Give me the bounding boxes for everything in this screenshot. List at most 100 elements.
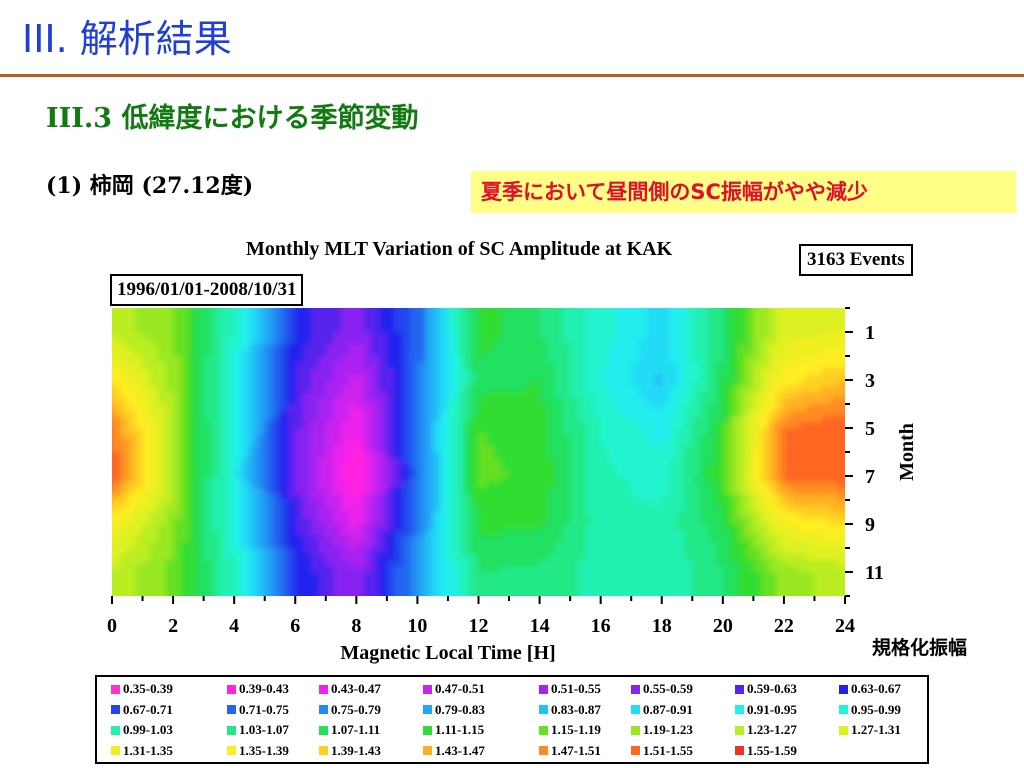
legend-item: 0.43-0.47 (319, 679, 381, 699)
heatmap-cell (654, 410, 663, 417)
heatmap-cell (379, 530, 388, 537)
heatmap-cell (142, 446, 151, 453)
heatmap-cell (173, 476, 182, 483)
heatmap-cell (432, 320, 441, 327)
heatmap-cell (722, 332, 732, 339)
heatmap-cell (738, 350, 747, 357)
heatmap-cell (631, 308, 640, 315)
heatmap-cell (119, 590, 128, 596)
heatmap-cell (264, 584, 273, 591)
heatmap-cell (417, 452, 426, 459)
heatmap-cell (707, 368, 716, 375)
heatmap-cell (577, 560, 586, 567)
heatmap-cell (272, 392, 281, 399)
heatmap-cell (791, 488, 800, 495)
heatmap-cell (509, 536, 518, 543)
heatmap-cell (272, 596, 280, 603)
heatmap-cell (302, 578, 312, 585)
heatmap-cell (257, 326, 266, 333)
heatmap-cell (478, 512, 487, 519)
heatmap-cell (127, 434, 136, 441)
heatmap-cell (363, 536, 373, 543)
heatmap-cell (203, 314, 212, 321)
heatmap-cell (837, 452, 845, 459)
heatmap-cell (677, 572, 686, 579)
heatmap-cell (516, 446, 525, 453)
heatmap-cell (463, 338, 472, 345)
heatmap-cell (593, 344, 602, 351)
heatmap-cell (470, 446, 480, 453)
heatmap-cell (608, 572, 617, 579)
heatmap-cell (608, 518, 617, 525)
heatmap-cell (493, 368, 503, 375)
heatmap-cell (447, 584, 457, 591)
heatmap-cell (684, 428, 693, 435)
heatmap-cell (363, 434, 373, 441)
heatmap-cell (730, 458, 739, 465)
heatmap-cell (112, 578, 113, 585)
heatmap-cell (455, 452, 464, 459)
heatmap-cell (211, 500, 220, 507)
heatmap-cell (173, 326, 182, 333)
heatmap-cell (195, 554, 205, 561)
heatmap-cell (814, 446, 823, 453)
heatmap-cell (211, 404, 220, 411)
heatmap-cell (447, 590, 457, 596)
heatmap-cell (325, 512, 335, 519)
heatmap-cell (684, 308, 693, 315)
heatmap-cell (348, 554, 357, 561)
heatmap-cell (112, 308, 113, 309)
heatmap-cell (478, 308, 487, 309)
heatmap-cell (654, 578, 663, 585)
heatmap-cell (684, 374, 693, 381)
heatmap-cell (165, 374, 174, 381)
heatmap-cell (234, 326, 243, 333)
heatmap-cell (509, 494, 518, 501)
heatmap-cell (341, 482, 350, 489)
heatmap-cell (302, 476, 312, 483)
heatmap-cell (326, 596, 334, 603)
heatmap-cell (371, 524, 380, 531)
heatmap-cell (577, 344, 586, 351)
heatmap-cell (188, 446, 197, 453)
heatmap-cell (203, 434, 212, 441)
heatmap-cell (409, 362, 419, 369)
heatmap-cell (211, 590, 220, 596)
heatmap-cell (127, 488, 136, 495)
heatmap-cell (486, 500, 495, 507)
heatmap-cell (272, 506, 281, 513)
heatmap-cell (654, 374, 663, 381)
heatmap-cell (822, 596, 830, 603)
heatmap-cell (379, 320, 388, 327)
heatmap-cell (455, 326, 464, 333)
heatmap-cell (554, 536, 564, 543)
heatmap-cell (593, 524, 602, 531)
heatmap-cell (219, 596, 227, 603)
heatmap-cell (371, 554, 380, 561)
heatmap-cell (341, 410, 350, 417)
heatmap-cell (325, 506, 335, 513)
heatmap-cell (455, 518, 464, 525)
heatmap-cell (600, 338, 609, 345)
heatmap-cell (761, 338, 770, 345)
heatmap-cell (257, 422, 266, 429)
heatmap-cell (768, 314, 777, 321)
heatmap-cell (150, 308, 159, 309)
heatmap-cell (730, 578, 739, 585)
heatmap-cell (615, 362, 625, 369)
heatmap-cell (837, 380, 845, 387)
heatmap-cell (493, 440, 503, 447)
heatmap-cell (272, 350, 281, 357)
heatmap-cell (524, 518, 533, 525)
heatmap-cell (761, 428, 770, 435)
heatmap-cell (180, 584, 189, 591)
heatmap-cell (203, 524, 212, 531)
heatmap-cell (654, 434, 663, 441)
heatmap-cell (608, 392, 617, 399)
heatmap-cell (127, 386, 136, 393)
heatmap-cell (524, 386, 533, 393)
heatmap-cell (776, 542, 785, 549)
heatmap-cell (447, 512, 457, 519)
heatmap-cell (600, 362, 609, 369)
heatmap-cell (547, 440, 556, 447)
